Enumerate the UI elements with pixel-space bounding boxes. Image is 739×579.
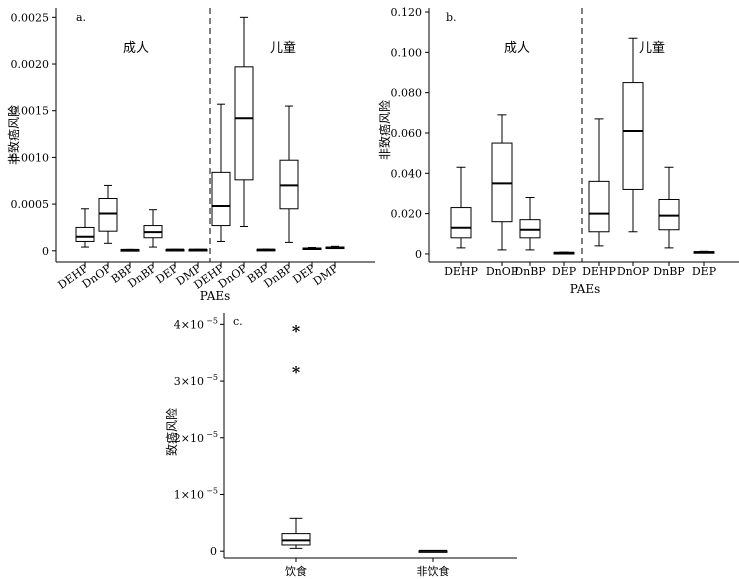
y-tick-label: 3×10 bbox=[174, 375, 204, 388]
box-plot bbox=[98, 184, 118, 244]
panel-a-group-label-child: 儿童 bbox=[270, 40, 296, 56]
box-body bbox=[98, 198, 118, 232]
panel-c: c. 致癌风险 01×10 −52×10 −53×10 −54×10 −5饮食 非饮食** bbox=[164, 313, 517, 578]
box-body bbox=[658, 199, 680, 231]
box-body bbox=[491, 142, 513, 223]
box-plot bbox=[519, 196, 541, 251]
x-tick-label: DnBP bbox=[653, 265, 685, 278]
box-plot bbox=[693, 250, 715, 254]
y-tick-label: 0.120 bbox=[391, 6, 423, 19]
box-plot bbox=[491, 114, 513, 251]
box-plot bbox=[325, 245, 345, 250]
panel-b-tag: b. bbox=[446, 11, 457, 24]
box-plot bbox=[165, 248, 185, 252]
box-plot bbox=[256, 248, 276, 252]
y-tick-label: 4×10 bbox=[174, 318, 204, 331]
x-tick-label: 非饮食 bbox=[417, 564, 450, 578]
outlier-marker: * bbox=[292, 321, 301, 340]
box-plot bbox=[211, 103, 231, 242]
box-plot bbox=[302, 247, 322, 250]
panel-a-group-label-adult: 成人 bbox=[123, 41, 149, 56]
y-tick-label: 0.0015 bbox=[11, 105, 50, 118]
y-tick-label: 0.0020 bbox=[11, 58, 50, 71]
box-body bbox=[234, 66, 254, 181]
outlier-marker: * bbox=[292, 362, 301, 381]
y-tick-label: 2×10 bbox=[174, 432, 204, 445]
box-plot bbox=[658, 166, 680, 249]
box-plot bbox=[234, 16, 254, 228]
y-tick-label: 0.020 bbox=[391, 208, 423, 221]
y-tick-label: 0.080 bbox=[391, 87, 423, 100]
x-tick-label: DEP bbox=[692, 265, 717, 278]
box-plot bbox=[188, 248, 208, 252]
panel-a-y-axis-label: 非致癌风险 bbox=[6, 105, 21, 165]
box-plot bbox=[143, 209, 163, 248]
x-tick-label: DEP bbox=[552, 265, 577, 278]
box-plot bbox=[279, 105, 299, 243]
x-tick-label: DMP bbox=[311, 261, 341, 288]
panel-b-group-label-child: 儿童 bbox=[639, 40, 665, 56]
box-plot bbox=[418, 549, 448, 553]
y-tick-label: 1×10 bbox=[174, 488, 204, 501]
y-tick-label-exponent: −5 bbox=[206, 486, 218, 495]
box-body bbox=[450, 207, 472, 239]
panel-b: b. 成人 儿童 PAEs 非致癌风险 0 0.020 0.040 0.060 0.08… bbox=[377, 6, 739, 296]
y-tick-label-exponent: −5 bbox=[206, 373, 218, 382]
box-plot bbox=[281, 517, 311, 549]
panel-a: a. 成人 儿童 PAEs 非致癌风险 0 0.0005 0.0010 0.0015 0… bbox=[6, 8, 375, 303]
box-plot bbox=[120, 248, 140, 252]
y-tick-label-exponent: −5 bbox=[206, 430, 218, 439]
box-body bbox=[75, 226, 95, 242]
y-tick-label: 0.0025 bbox=[11, 11, 50, 24]
panel-c-y-axis-label: 致癌风险 bbox=[164, 408, 179, 456]
y-tick-label-exponent: −5 bbox=[206, 316, 218, 325]
x-tick-label: DnOP bbox=[617, 265, 650, 278]
y-tick-label: 0.060 bbox=[391, 127, 423, 140]
box-body bbox=[622, 82, 644, 190]
panel-b-group-label-adult: 成人 bbox=[504, 41, 530, 56]
x-tick-label: DnBP bbox=[514, 265, 546, 278]
y-tick-label: 0.0005 bbox=[11, 198, 50, 211]
y-tick-label: 0 bbox=[415, 248, 422, 261]
panel-a-tag: a. bbox=[76, 11, 86, 24]
box-plot bbox=[622, 37, 644, 233]
x-tick-label: 饮食 bbox=[285, 564, 307, 578]
x-tick-label: DnOP bbox=[486, 265, 519, 278]
y-tick-label: 0 bbox=[42, 245, 49, 258]
y-tick-label: 0.040 bbox=[391, 167, 423, 180]
box-plot bbox=[450, 166, 472, 249]
y-tick-label: 0.100 bbox=[391, 46, 423, 59]
y-tick-label: 0 bbox=[210, 545, 217, 558]
box-body bbox=[281, 533, 311, 546]
x-tick-label: DEHP bbox=[444, 265, 478, 278]
box-plot bbox=[75, 208, 95, 248]
box-body bbox=[588, 180, 610, 233]
panel-c-tag: c. bbox=[233, 315, 243, 328]
x-tick-label: DEHP bbox=[582, 265, 616, 278]
panel-a-x-axis-label: PAEs bbox=[200, 289, 231, 303]
box-plot bbox=[553, 251, 575, 255]
y-tick-label: 0.0010 bbox=[11, 151, 50, 164]
panel-b-x-axis-label: PAEs bbox=[570, 282, 601, 296]
box-body bbox=[519, 219, 541, 239]
panel-b-y-axis-label: 非致癌风险 bbox=[377, 100, 392, 160]
box-plot bbox=[588, 118, 610, 247]
box-body bbox=[211, 171, 231, 227]
